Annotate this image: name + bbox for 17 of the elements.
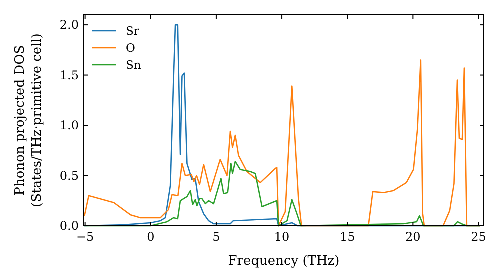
x-tick-label: 5 xyxy=(212,230,220,244)
y-tick-label: 1.5 xyxy=(60,68,79,82)
y-tick-label: 0.5 xyxy=(60,168,79,183)
legend-label: Sr xyxy=(126,24,140,38)
x-tick-label: −5 xyxy=(76,230,94,244)
legend-label: Sn xyxy=(126,58,142,72)
y-tick-label: 1.0 xyxy=(60,118,79,133)
x-tick-label: 10 xyxy=(274,230,290,244)
x-tick-label: 20 xyxy=(406,230,421,244)
legend-label: O xyxy=(126,41,136,55)
x-tick-label: 15 xyxy=(340,230,356,244)
x-tick-label: 25 xyxy=(471,230,486,244)
x-axis-title: Frequency (THz) xyxy=(228,254,340,269)
x-tick-label: 0 xyxy=(147,230,155,244)
y-axis-title: Phonon projected DOS (States/THz·primitive cell) xyxy=(13,33,45,208)
y-tick-label: 2.0 xyxy=(60,18,79,32)
y-tick-label: 0.0 xyxy=(60,219,79,233)
